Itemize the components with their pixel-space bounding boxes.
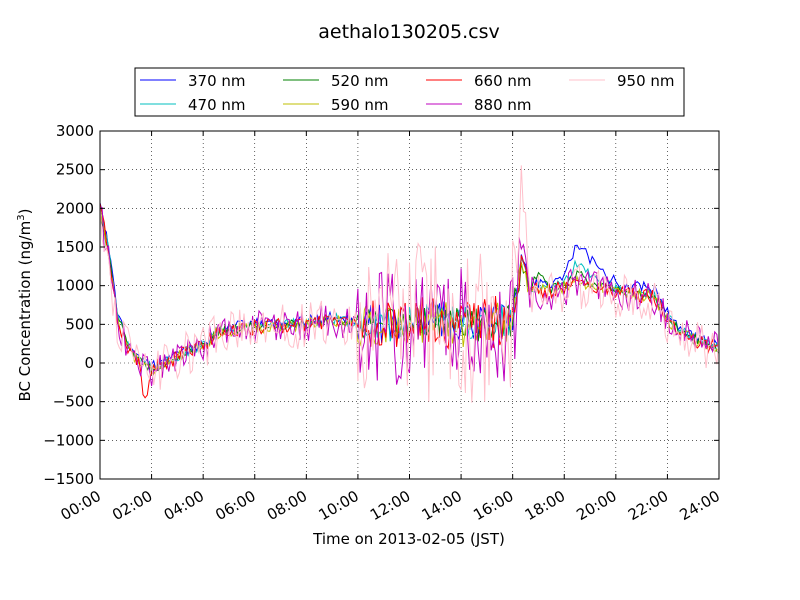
legend-label: 660 nm (474, 72, 532, 90)
series-line-590-nm (99, 208, 719, 376)
series-line-660-nm (99, 203, 720, 399)
y-tick-label: −1000 (43, 431, 94, 449)
y-tick-label: −500 (53, 393, 94, 411)
y-axis-label-superscript: 3 (16, 214, 27, 220)
legend-label: 950 nm (617, 72, 675, 90)
y-tick-label: 1500 (56, 238, 94, 256)
series-line-880-nm (99, 206, 720, 387)
legend-box (134, 67, 685, 117)
y-tick-label: 1000 (56, 277, 94, 295)
legend: 370 nm 470 nm 520 nm 590 nm 660 nm 880 nm 950 … (134, 67, 685, 117)
legend-label: 370 nm (188, 72, 246, 90)
y-tick-label: −1500 (43, 470, 94, 488)
series-line-470-nm (99, 205, 720, 371)
legend-label: 470 nm (188, 96, 246, 114)
x-axis-label: Time on 2013-02-05 (JST) (312, 530, 505, 548)
y-tick-label: 0 (84, 354, 94, 372)
chart-title: aethalo130205.csv (318, 21, 500, 43)
legend-label: 590 nm (331, 96, 389, 114)
y-tick-label: 3000 (56, 122, 94, 140)
legend-label: 520 nm (331, 72, 389, 90)
y-tick-label: 500 (65, 315, 94, 333)
y-axis-label: BC Concentration (ng/m3) (16, 209, 34, 402)
y-tick-label: 2500 (56, 161, 94, 179)
y-tick-label: 2000 (56, 199, 94, 217)
legend-label: 880 nm (474, 96, 532, 114)
series-lines (99, 165, 720, 403)
y-axis-label-suffix: ) (16, 209, 34, 215)
y-axis-label-main: BC Concentration (ng/m (16, 221, 34, 402)
series-line-950-nm (99, 165, 720, 403)
